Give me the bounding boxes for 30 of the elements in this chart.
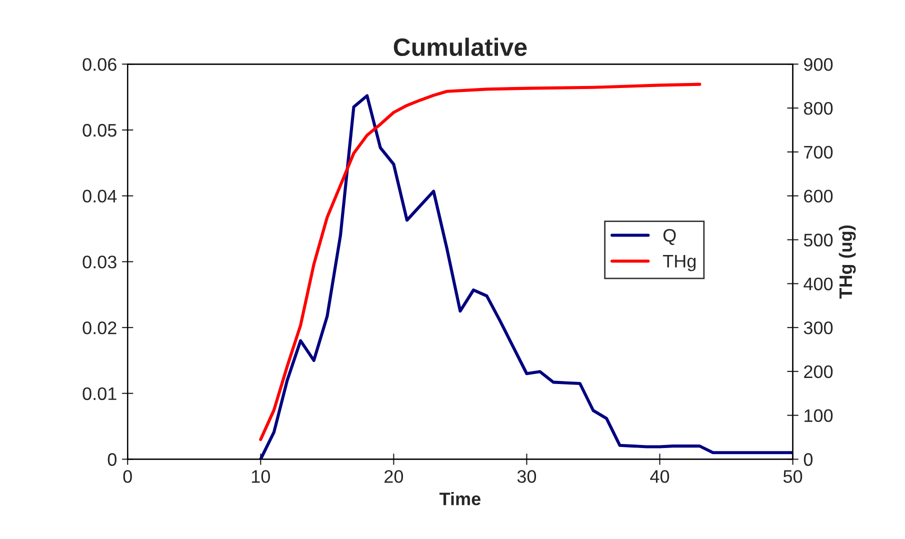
y-tick-label: 0.04 [82, 190, 117, 203]
y-tick-label: 0.01 [82, 387, 116, 400]
chart-title: Cumulative [394, 38, 527, 56]
y-tick-label: 0 [108, 453, 116, 466]
y2-tick-label: 200 [804, 365, 833, 378]
y2-tick-label: 500 [804, 234, 833, 246]
x-tick-label: 10 [252, 470, 270, 483]
line-series [259, 94, 793, 460]
legend-label: Q [663, 228, 676, 245]
x-axis-title: Time [439, 492, 480, 506]
y-tick-label: 0.03 [82, 256, 116, 268]
y-tick-label: 0.02 [82, 321, 116, 334]
x-tick-label: 0 [123, 470, 132, 483]
x-tick-label: 50 [783, 470, 802, 483]
y2-tick-label: 0 [804, 453, 813, 466]
legend-label: THg [663, 255, 696, 272]
y2-tick-label: 800 [804, 102, 833, 115]
x-tick-label: 40 [650, 470, 670, 483]
y2-axis-title: THg (ug) [838, 225, 856, 299]
y2-tick-label: 700 [804, 146, 833, 159]
x-tick-label: 20 [384, 470, 404, 483]
y-tick-label: 0.05 [82, 124, 116, 137]
y2-tick-label: 100 [804, 409, 833, 422]
y2-tick-label: 900 [804, 58, 833, 71]
y-tick-label: 0.06 [82, 58, 116, 71]
y2-tick-label: 600 [804, 190, 833, 203]
x-tick-label: 30 [517, 470, 536, 483]
line-series [259, 82, 702, 442]
y2-tick-label: 300 [804, 321, 833, 334]
y2-tick-label: 400 [804, 278, 833, 290]
